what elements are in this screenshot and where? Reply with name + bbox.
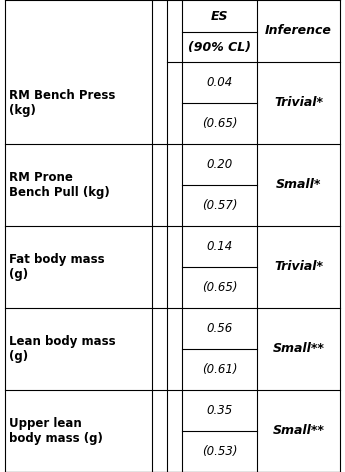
- Text: Small**: Small**: [273, 343, 324, 355]
- Text: 0.20: 0.20: [206, 158, 233, 171]
- Text: 0.04: 0.04: [206, 76, 233, 89]
- Text: 0.35: 0.35: [206, 404, 233, 417]
- Text: Trivial*: Trivial*: [274, 96, 323, 110]
- Text: 0.14: 0.14: [206, 240, 233, 253]
- Text: Fat body mass
(g): Fat body mass (g): [9, 253, 105, 281]
- Text: (0.61): (0.61): [202, 363, 237, 376]
- Text: Trivial*: Trivial*: [274, 261, 323, 273]
- Text: (90% CL): (90% CL): [188, 41, 251, 54]
- Text: (0.53): (0.53): [202, 445, 237, 458]
- Text: Small*: Small*: [276, 178, 321, 192]
- Text: RM Bench Press
(kg): RM Bench Press (kg): [9, 89, 115, 117]
- Text: Small**: Small**: [273, 424, 324, 438]
- Text: Inference: Inference: [265, 25, 332, 37]
- Text: Lean body mass
(g): Lean body mass (g): [9, 335, 116, 363]
- Text: (0.65): (0.65): [202, 117, 237, 130]
- Text: ES: ES: [211, 9, 228, 23]
- Text: Upper lean
body mass (g): Upper lean body mass (g): [9, 417, 103, 445]
- Text: (0.57): (0.57): [202, 199, 237, 212]
- Text: RM Prone
Bench Pull (kg): RM Prone Bench Pull (kg): [9, 171, 110, 199]
- Text: 0.56: 0.56: [206, 322, 233, 335]
- Text: (0.65): (0.65): [202, 281, 237, 294]
